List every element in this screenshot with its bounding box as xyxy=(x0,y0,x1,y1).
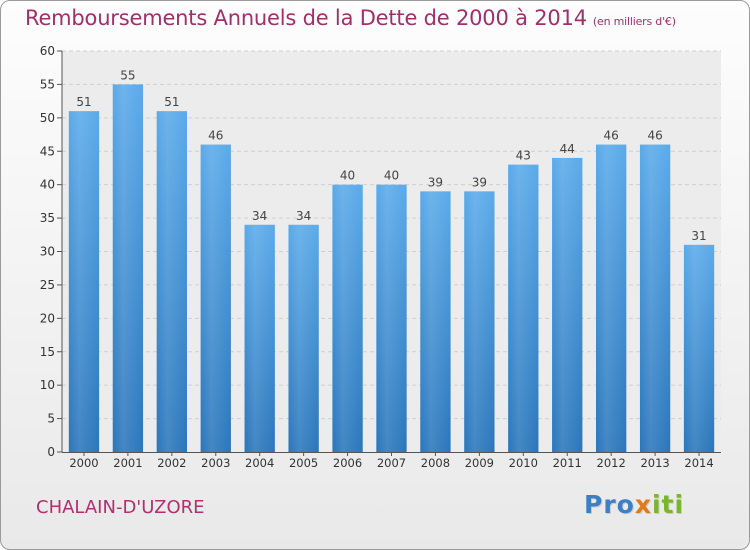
bar-value-label: 40 xyxy=(340,169,355,183)
bar-highlight xyxy=(508,164,539,452)
bar-highlight xyxy=(683,244,715,452)
bar-value-label: 43 xyxy=(516,149,531,163)
bar-group xyxy=(464,191,495,452)
bar-group xyxy=(332,184,363,452)
x-tick-label: 2006 xyxy=(333,456,362,470)
bar-highlight xyxy=(639,144,671,453)
y-tick-label: 25 xyxy=(40,278,55,292)
bar-group xyxy=(683,244,715,452)
bar-highlight xyxy=(288,224,319,452)
bar-highlight xyxy=(332,184,363,452)
bar-value-label: 44 xyxy=(560,142,575,156)
x-tick-label: 2004 xyxy=(245,456,274,470)
bar-highlight xyxy=(68,111,100,453)
y-tick-label: 20 xyxy=(40,311,55,325)
chart-subtitle: (en milliers d'€) xyxy=(592,15,676,28)
bar-value-label: 31 xyxy=(691,229,706,243)
logo-part-2: x xyxy=(634,490,652,519)
bar-highlight xyxy=(596,144,627,453)
y-tick-label: 60 xyxy=(40,44,55,58)
bar-group xyxy=(68,111,100,453)
bar-group xyxy=(420,191,451,452)
x-tick-label: 2011 xyxy=(553,456,582,470)
bar-value-label: 46 xyxy=(647,129,662,143)
bar-highlight xyxy=(420,191,451,452)
bar-value-label: 46 xyxy=(604,129,619,143)
bar-value-label: 40 xyxy=(384,169,399,183)
bar-group xyxy=(156,111,187,453)
bar-highlight xyxy=(464,191,495,452)
bar-group xyxy=(244,224,275,452)
proxiti-logo[interactable]: Proxiti xyxy=(584,490,684,519)
bar-highlight xyxy=(244,224,275,452)
bar-group xyxy=(376,184,407,452)
y-tick-label: 10 xyxy=(40,378,55,392)
logo-part-1: Pro xyxy=(584,490,635,519)
bar-value-label: 39 xyxy=(428,175,443,189)
bar-highlight xyxy=(376,184,407,452)
y-tick-label: 0 xyxy=(47,445,55,459)
x-tick-label: 2003 xyxy=(201,456,230,470)
x-tick-label: 2010 xyxy=(509,456,538,470)
x-tick-label: 2002 xyxy=(157,456,186,470)
y-tick-label: 50 xyxy=(40,111,55,125)
bar-group xyxy=(552,157,583,452)
chart-title: Remboursements Annuels de la Dette de 20… xyxy=(25,6,676,30)
city-name: CHALAIN-D'UZORE xyxy=(36,497,205,518)
bar-group xyxy=(596,144,627,453)
bar-group xyxy=(508,164,539,452)
y-tick-label: 15 xyxy=(40,345,55,359)
bar-highlight xyxy=(552,157,583,452)
x-tick-label: 2001 xyxy=(113,456,142,470)
chart-title-text: Remboursements Annuels de la Dette de 20… xyxy=(25,6,587,30)
bar-value-label: 51 xyxy=(76,95,91,109)
x-tick-label: 2009 xyxy=(465,456,494,470)
bar-value-label: 55 xyxy=(120,68,135,82)
y-tick-label: 45 xyxy=(40,144,55,158)
bar-highlight xyxy=(156,111,187,453)
y-tick-label: 5 xyxy=(47,412,55,426)
bar-value-label: 34 xyxy=(296,209,311,223)
x-tick-label: 2012 xyxy=(597,456,626,470)
bar-value-label: 39 xyxy=(472,175,487,189)
x-tick-label: 2000 xyxy=(69,456,98,470)
x-tick-label: 2013 xyxy=(640,456,669,470)
x-tick-label: 2005 xyxy=(289,456,318,470)
x-tick-label: 2014 xyxy=(684,456,713,470)
bar-highlight xyxy=(200,144,231,453)
bar-group xyxy=(639,144,671,453)
bar-value-label: 46 xyxy=(208,129,223,143)
x-tick-label: 2007 xyxy=(377,456,406,470)
bar-group xyxy=(200,144,231,453)
bar-value-label: 51 xyxy=(164,95,179,109)
bar-highlight xyxy=(112,84,144,453)
bar-group xyxy=(112,84,144,453)
bar-value-label: 34 xyxy=(252,209,267,223)
y-tick-label: 40 xyxy=(40,178,55,192)
logo-part-3: iti xyxy=(651,490,685,519)
bar-group xyxy=(288,224,319,452)
y-tick-label: 30 xyxy=(40,245,55,259)
y-tick-label: 35 xyxy=(40,211,55,225)
y-tick-label: 55 xyxy=(40,77,55,91)
x-tick-label: 2008 xyxy=(421,456,450,470)
